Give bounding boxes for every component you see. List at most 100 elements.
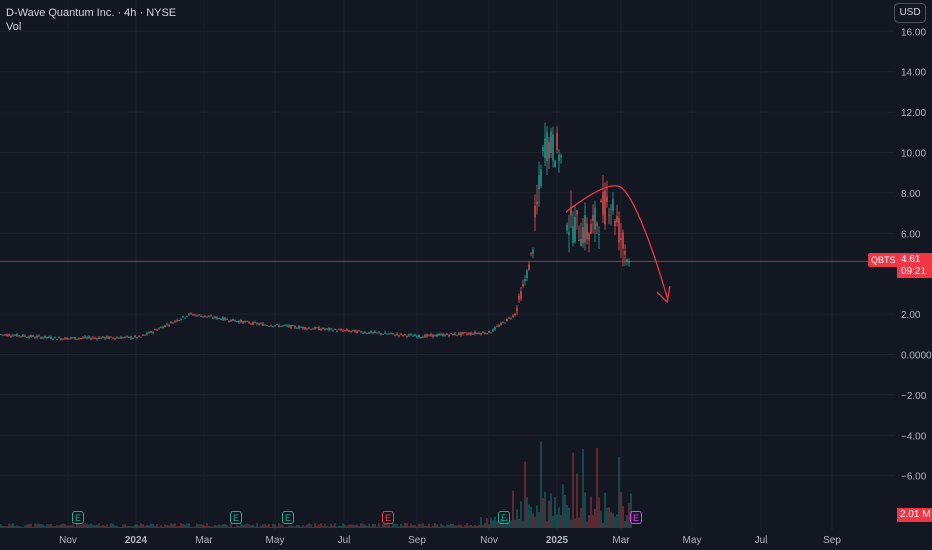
- volume-bar: [300, 526, 302, 528]
- volume-bar: [132, 526, 134, 528]
- candle-body: [208, 316, 210, 318]
- candle-body: [574, 216, 576, 242]
- candle-body: [556, 133, 558, 150]
- volume-indicator-label[interactable]: Vol: [6, 21, 22, 33]
- candle-body: [482, 332, 484, 334]
- volume-bar: [68, 525, 70, 528]
- candle-body: [100, 337, 102, 339]
- candle-body: [410, 334, 412, 336]
- volume-bar: [36, 523, 38, 528]
- candle-body: [242, 321, 244, 324]
- price-axis-label: 14.00: [901, 68, 926, 79]
- candle-body: [542, 147, 544, 152]
- candle-body: [606, 196, 608, 203]
- volume-bar: [538, 512, 540, 528]
- candle-body: [176, 319, 178, 322]
- earnings-marker[interactable]: E: [382, 511, 394, 524]
- candle-body: [586, 223, 588, 239]
- volume-bar: [198, 524, 200, 528]
- candle-body: [474, 331, 476, 335]
- candle-body: [152, 331, 154, 333]
- candle-body: [180, 319, 182, 321]
- candle-body: [440, 334, 442, 336]
- candle-body: [36, 335, 38, 338]
- price-tag-symbol: QBTS: [868, 253, 899, 267]
- volume-value-tag: 2.01 M: [897, 508, 932, 522]
- candle-body: [288, 325, 290, 327]
- candle-body: [116, 337, 118, 339]
- earnings-marker[interactable]: E: [230, 511, 242, 524]
- volume-bar: [304, 526, 306, 528]
- candle-body: [368, 332, 370, 334]
- volume-bar: [598, 497, 600, 528]
- candle-body: [292, 325, 294, 327]
- volume-bar: [28, 524, 30, 528]
- candle-body: [374, 331, 376, 333]
- volume-bar: [18, 525, 20, 528]
- earnings-marker[interactable]: E: [72, 511, 84, 524]
- volume-bar: [80, 525, 82, 528]
- candle-body: [64, 337, 66, 340]
- volume-bar: [630, 493, 632, 528]
- volume-bar: [4, 526, 6, 528]
- earnings-marker[interactable]: E: [630, 511, 642, 524]
- volume-bar: [536, 505, 538, 528]
- volume-bar: [40, 523, 42, 528]
- candle-body: [154, 329, 156, 331]
- price-axis-label: 6.00: [901, 229, 921, 240]
- candle-body: [160, 327, 162, 329]
- candle-body: [358, 330, 360, 332]
- volume-bar: [458, 524, 460, 528]
- candle-body: [136, 337, 138, 339]
- volume-bar: [564, 495, 566, 528]
- candle-body: [32, 335, 34, 337]
- volume-bar: [352, 524, 354, 528]
- candle-body: [110, 336, 112, 338]
- volume-bar: [376, 526, 378, 528]
- currency-button[interactable]: USD: [894, 3, 926, 23]
- volume-bar: [160, 525, 162, 528]
- candle-body: [628, 261, 630, 263]
- symbol-title[interactable]: D-Wave Quantum Inc. · 4h · NYSE: [6, 7, 177, 19]
- candle-body: [258, 323, 260, 325]
- volume-bar: [134, 524, 136, 528]
- candle-body: [236, 320, 238, 322]
- candle-body: [286, 325, 288, 327]
- volume-bar: [108, 526, 110, 528]
- candle-body: [2, 334, 4, 336]
- volume-bar: [180, 523, 182, 528]
- candle-body: [306, 328, 308, 330]
- volume-bar: [168, 525, 170, 528]
- candle-body: [430, 334, 432, 336]
- volume-bar: [308, 523, 310, 528]
- candle-body: [594, 207, 596, 230]
- candle-body: [600, 200, 602, 203]
- earnings-marker[interactable]: E: [498, 511, 510, 524]
- time-axis-label: May: [266, 535, 285, 546]
- earnings-marker[interactable]: E: [282, 511, 294, 524]
- candle-body: [346, 329, 348, 332]
- candle-body: [506, 318, 508, 322]
- candle-body: [42, 337, 44, 339]
- candle-body: [244, 321, 246, 323]
- volume-bar: [448, 524, 450, 528]
- volume-bar: [534, 516, 536, 528]
- volume-bar: [470, 524, 472, 528]
- volume-bar: [194, 526, 196, 528]
- candle-body: [380, 333, 382, 335]
- candle-body: [540, 169, 542, 187]
- candle-body: [408, 334, 410, 336]
- volume-bar: [44, 525, 46, 528]
- candle-body: [332, 330, 334, 332]
- candle-body: [298, 326, 300, 329]
- volume-bar: [16, 525, 18, 528]
- volume-bar: [610, 511, 612, 528]
- volume-bar: [432, 526, 434, 528]
- candle-body: [626, 259, 628, 262]
- candle-body: [156, 329, 158, 331]
- volume-bar: [164, 524, 166, 528]
- candle-body: [336, 330, 338, 332]
- candle-body: [486, 332, 488, 335]
- candle-body: [254, 321, 256, 323]
